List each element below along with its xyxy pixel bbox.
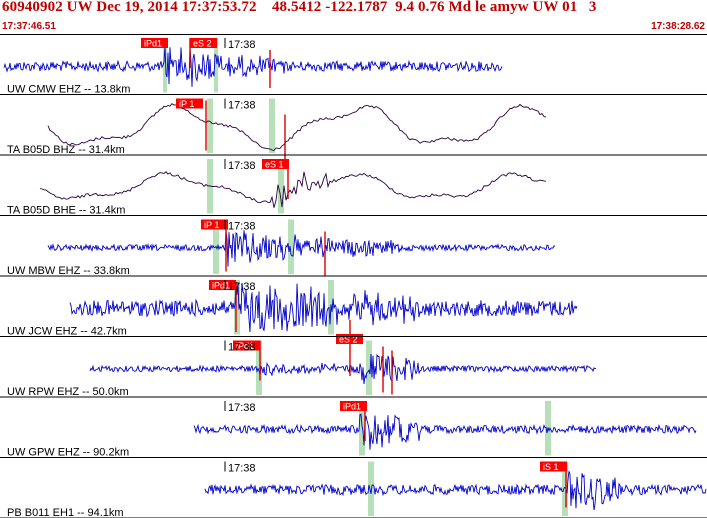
- phase-window: [207, 98, 213, 153]
- pick-label-box: [340, 401, 367, 411]
- phase-window: [234, 280, 240, 335]
- station-label: UW RPW EHZ -- 50.0km: [7, 386, 129, 398]
- pick-label: iP 1: [179, 99, 194, 109]
- minute-time-label: 17:38: [228, 463, 256, 475]
- pick-label: eS 2: [339, 335, 358, 345]
- station-label: TA B05D BHE -- 31.4km: [7, 205, 125, 217]
- pick-label-box: [141, 38, 168, 48]
- waveform: [3, 45, 503, 87]
- minute-time-label: 17:38: [228, 39, 256, 51]
- pick-label-box: [233, 340, 260, 351]
- minute-time-label: 17:38: [228, 281, 256, 293]
- trace-row[interactable]: iPd1 17:38 UW GPW EHZ -- 90.2km: [0, 401, 707, 459]
- minute-time-label: 17:38: [228, 221, 256, 233]
- pick-label-box: [201, 219, 228, 230]
- waveform: [47, 230, 556, 267]
- minute-time-label: 17:38: [228, 160, 256, 172]
- pick-label-box: [176, 98, 203, 109]
- phase-window: [214, 38, 218, 93]
- phase-pick[interactable]: eS 2: [190, 38, 217, 49]
- waveform: [47, 103, 547, 152]
- header: 60940902 UW Dec 19, 2014 17:37:53.72 48.…: [0, 0, 707, 34]
- pick-label: iPd1: [212, 281, 230, 291]
- minute-time-label: 17:38: [228, 402, 256, 414]
- minute-time-label: 17:38: [228, 100, 256, 112]
- phase-pick[interactable]: iPd1: [233, 340, 260, 352]
- phase-pick[interactable]: iP 1: [201, 219, 228, 231]
- trace-row[interactable]: iS 1 17:38 PB B011 EH1 -- 94.1km: [0, 461, 707, 518]
- trace-row[interactable]: iP 1 17:38 UW MBW EHZ -- 33.8km: [0, 219, 707, 278]
- station-label: PB B011 EH1 -- 94.1km: [7, 507, 124, 518]
- pick-label: iPd1: [236, 341, 254, 351]
- trace-row[interactable]: iP 1 17:38 TA B05D BHZ -- 31.4km: [0, 98, 707, 167]
- station-label: TA B05D BHZ -- 31.4km: [7, 144, 125, 156]
- phase-window: [288, 219, 294, 274]
- pick-label-box: [336, 334, 363, 344]
- phase-window: [256, 340, 262, 395]
- pick-label: eS 2: [193, 39, 212, 49]
- waveform: [204, 471, 707, 511]
- phase-pick[interactable]: eS 1: [262, 159, 289, 170]
- phase-pick[interactable]: iPd1: [141, 38, 168, 49]
- seismogram-panel[interactable]: iPd1 eS 2 17:38 UW CMW EHZ -- 13.8km iP 1 17:…: [0, 34, 707, 518]
- phase-pick[interactable]: iP 1: [176, 98, 203, 110]
- station-label: UW CMW EHZ -- 13.8km: [7, 84, 130, 96]
- phase-pick[interactable]: eS 2: [336, 334, 363, 345]
- waveform: [193, 413, 697, 450]
- waveform: [89, 353, 597, 385]
- pick-label: iPd1: [343, 402, 361, 412]
- waveform: [39, 171, 547, 208]
- phase-window: [163, 38, 167, 93]
- event-title: 60940902 UW Dec 19, 2014 17:37:53.72 48.…: [2, 0, 597, 15]
- phase-window: [366, 340, 372, 395]
- phase-window: [359, 401, 365, 456]
- pick-label-box: [209, 280, 236, 290]
- phase-window: [368, 461, 374, 516]
- waveform: [69, 282, 578, 333]
- window-start-time: 17:37:46.51: [2, 21, 56, 32]
- trace-row[interactable]: iPd1 eS 2 17:38 UW CMW EHZ -- 13.8km: [0, 38, 707, 96]
- phase-pick[interactable]: iS 1: [540, 461, 567, 473]
- minute-time-label: 17:38: [228, 342, 256, 354]
- window-end-time: 17:38:28.62: [651, 21, 705, 32]
- trace-row[interactable]: eS 1 17:38 TA B05D BHE -- 31.4km: [0, 159, 707, 217]
- pick-label: eS 1: [265, 160, 284, 170]
- pick-label-box: [262, 159, 289, 169]
- station-label: UW JCW EHZ -- 42.7km: [7, 326, 127, 338]
- pick-label: iP 1: [204, 220, 219, 230]
- trace-row[interactable]: iPd1 eS 2 17:38 UW JCW EHZ -- 42.7km: [0, 280, 707, 376]
- pick-label-box: [540, 461, 567, 472]
- phase-window: [278, 159, 284, 214]
- phase-pick[interactable]: iPd1: [340, 401, 367, 412]
- pick-label: iPd1: [144, 39, 162, 49]
- pick-label-box: [190, 38, 217, 48]
- station-label: UW MBW EHZ -- 33.8km: [7, 265, 130, 277]
- phase-pick[interactable]: iPd1: [209, 280, 236, 291]
- phase-window: [562, 461, 568, 516]
- pick-label: iS 1: [543, 462, 559, 472]
- phase-window: [269, 98, 275, 153]
- station-label: UW GPW EHZ -- 90.2km: [7, 447, 129, 459]
